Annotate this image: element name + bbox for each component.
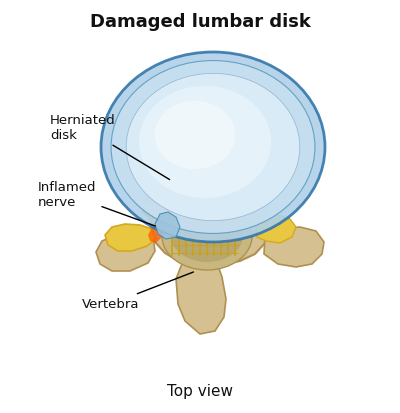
- Ellipse shape: [126, 74, 300, 221]
- Polygon shape: [96, 235, 155, 271]
- Polygon shape: [155, 209, 172, 233]
- Text: Damaged lumbar disk: Damaged lumbar disk: [90, 13, 310, 31]
- Polygon shape: [264, 228, 324, 267]
- Ellipse shape: [171, 211, 243, 262]
- Ellipse shape: [155, 102, 235, 170]
- Polygon shape: [256, 216, 296, 243]
- Polygon shape: [150, 190, 268, 266]
- Polygon shape: [155, 212, 180, 240]
- Ellipse shape: [172, 209, 184, 219]
- Polygon shape: [148, 223, 163, 243]
- Text: Vertebra: Vertebra: [82, 272, 194, 311]
- Ellipse shape: [139, 87, 271, 199]
- Polygon shape: [240, 182, 272, 219]
- Text: Herniated
disk: Herniated disk: [50, 114, 170, 180]
- Ellipse shape: [111, 62, 315, 234]
- Text: Top view: Top view: [167, 384, 233, 399]
- Polygon shape: [142, 183, 176, 219]
- Text: Inflamed
nerve: Inflamed nerve: [38, 180, 155, 226]
- Polygon shape: [176, 261, 226, 334]
- Ellipse shape: [162, 202, 252, 271]
- Ellipse shape: [101, 53, 325, 242]
- Ellipse shape: [231, 209, 243, 219]
- Polygon shape: [105, 224, 156, 252]
- Polygon shape: [142, 202, 163, 225]
